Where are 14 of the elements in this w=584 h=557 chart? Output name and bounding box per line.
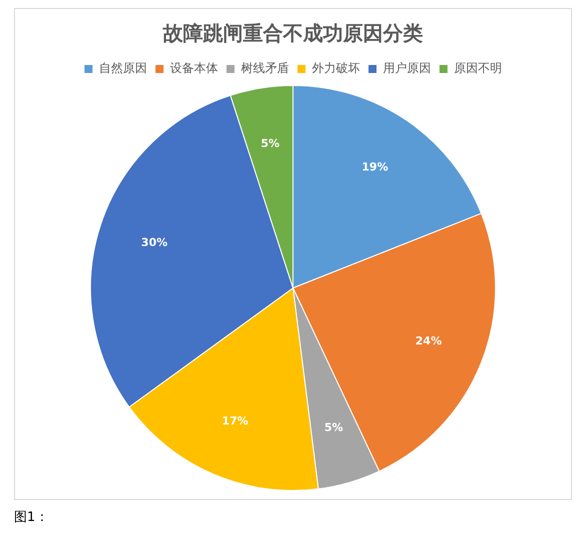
chart-title: 故障跳闸重合不成功原因分类 xyxy=(162,21,423,46)
legend-label: 外力破坏 xyxy=(312,61,360,76)
legend-label: 设备本体 xyxy=(170,61,218,76)
legend-label: 原因不明 xyxy=(454,61,502,76)
data-label: 5% xyxy=(260,136,280,150)
legend-label: 树线矛盾 xyxy=(241,61,289,76)
legend-label: 用户原因 xyxy=(383,61,431,76)
caption: 图1： xyxy=(14,509,50,526)
data-label: 19% xyxy=(362,160,388,174)
data-label: 17% xyxy=(222,414,248,428)
data-label: 30% xyxy=(141,236,168,249)
data-label: 24% xyxy=(415,334,442,348)
data-label: 5% xyxy=(324,420,344,434)
legend-label: 自然原因 xyxy=(99,61,147,76)
